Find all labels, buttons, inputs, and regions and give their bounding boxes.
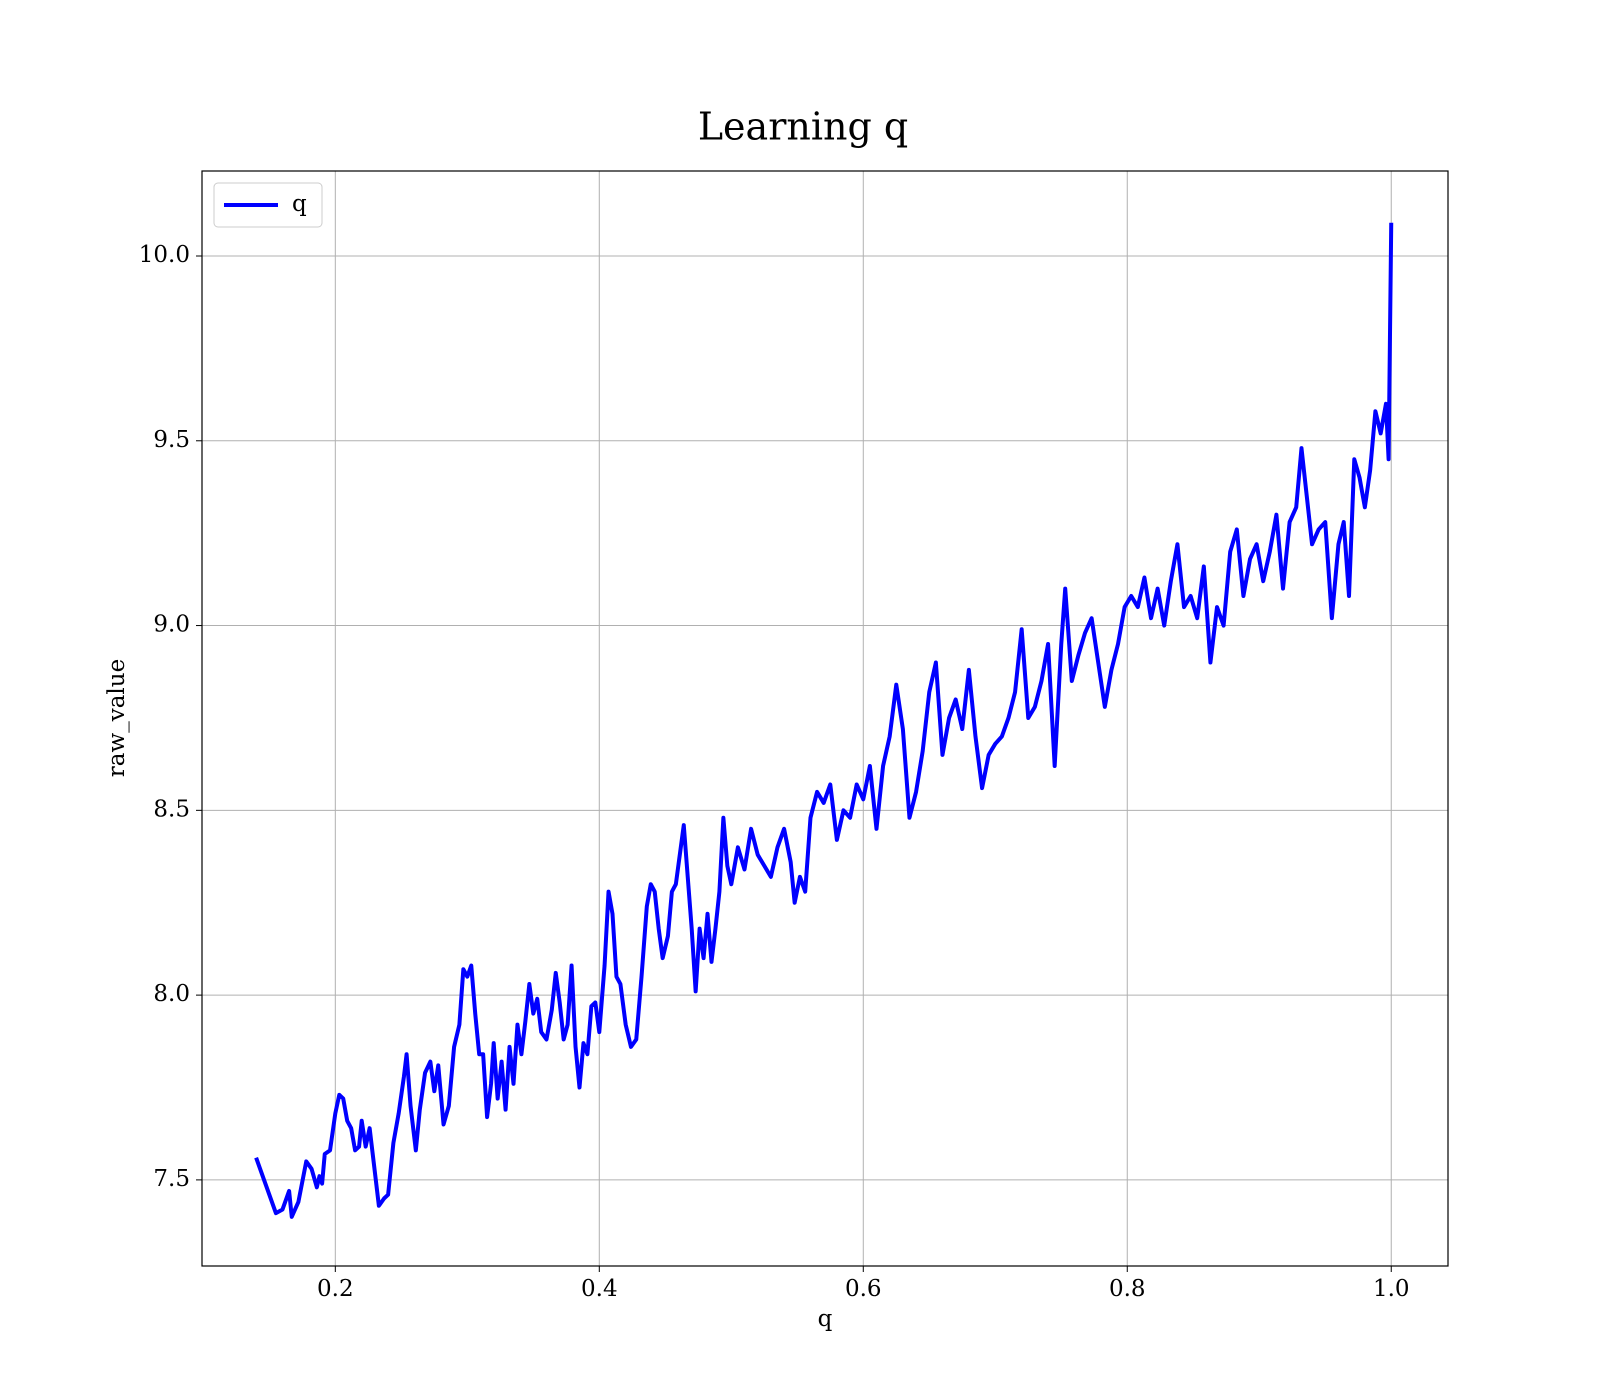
y-tick-label: 9.5 [153, 427, 190, 453]
y-tick-label: 10.0 [139, 242, 190, 268]
x-tick-label: 0.2 [317, 1276, 354, 1302]
y-tick-label: 8.0 [153, 981, 190, 1007]
y-tick-label: 7.5 [153, 1166, 190, 1192]
x-tick-label: 0.4 [581, 1276, 618, 1302]
y-axis-label: raw_value [104, 659, 130, 777]
x-tick-label: 1.0 [1373, 1276, 1410, 1302]
y-tick-label: 9.0 [153, 612, 190, 638]
x-tick-label: 0.8 [1109, 1276, 1146, 1302]
y-tick-label: 8.5 [153, 796, 190, 822]
plot-frame [201, 170, 1449, 1267]
legend-label: q [292, 191, 307, 217]
x-axis-label: q [818, 1306, 833, 1332]
x-tick-label: 0.6 [845, 1276, 882, 1302]
data-line [254, 222, 1394, 1219]
chart-title: Learning q [698, 105, 908, 149]
